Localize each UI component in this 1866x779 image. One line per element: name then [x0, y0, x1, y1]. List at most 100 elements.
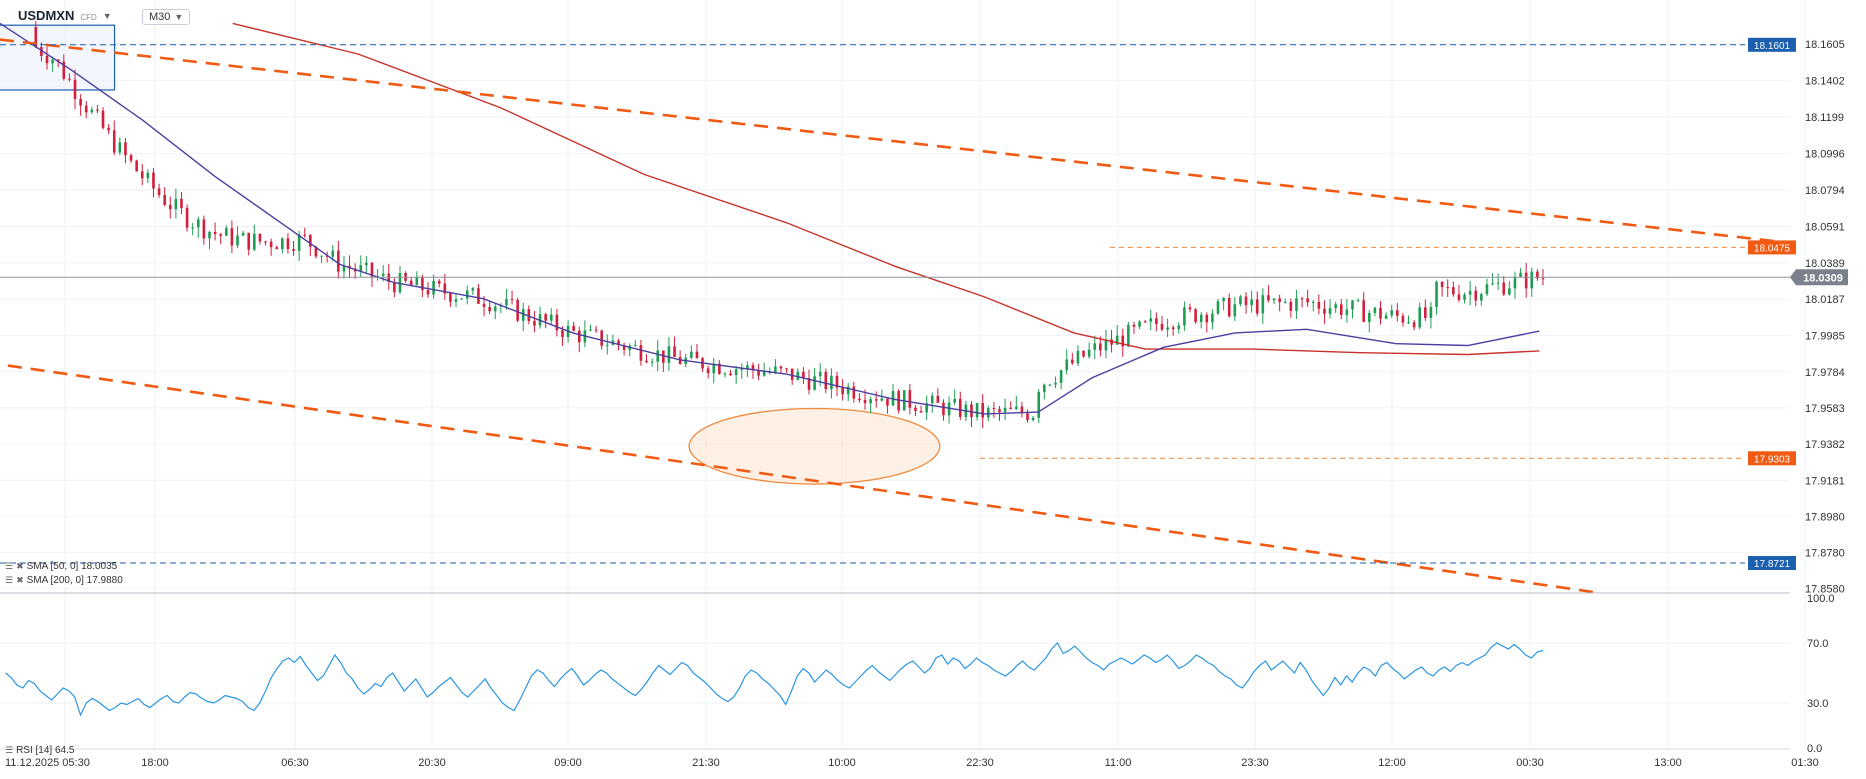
candle-body	[947, 402, 951, 416]
rsi-legend[interactable]: ☰ RSI [14] 64.5	[5, 745, 74, 756]
candle-body	[1087, 349, 1091, 357]
candle-body	[1468, 290, 1472, 295]
chevron-down-icon[interactable]: ▼	[174, 12, 184, 22]
candle-body	[1183, 307, 1186, 326]
candle-body	[1160, 323, 1164, 330]
candle-body	[1283, 301, 1287, 303]
candle-body	[1457, 294, 1461, 300]
candle-body	[796, 371, 800, 381]
candle-body	[779, 366, 783, 369]
candle-body	[275, 247, 279, 250]
candle-body	[286, 238, 290, 250]
candle-body	[740, 368, 744, 370]
candle-body	[437, 280, 441, 284]
candle-body	[146, 172, 150, 179]
candle-body	[1216, 301, 1220, 314]
candle-body	[656, 350, 660, 362]
candle-body	[1239, 296, 1242, 305]
candle-body	[163, 195, 166, 205]
candle-body	[1020, 406, 1024, 414]
candle-body	[1127, 324, 1130, 347]
time-tick-label: 01:30	[1791, 757, 1819, 769]
highlight-ellipse[interactable]	[688, 407, 941, 485]
candle-body	[1480, 294, 1483, 301]
candle-body	[314, 246, 318, 257]
close-icon[interactable]: ✖	[16, 575, 24, 585]
candle-body	[544, 314, 547, 321]
candle-body	[1306, 298, 1309, 303]
candle-body	[1524, 272, 1528, 289]
candle-body	[1132, 324, 1136, 327]
candle-body	[107, 127, 110, 131]
candle-body	[1412, 322, 1416, 328]
candle-body	[1054, 382, 1057, 385]
candle-body	[1339, 304, 1343, 315]
rsi-legend-label: RSI [14] 64.5	[16, 745, 75, 756]
candle-body	[365, 262, 368, 266]
price-level-tag[interactable]	[1748, 451, 1796, 466]
candle-body	[1502, 282, 1506, 295]
candle-body	[1401, 315, 1405, 323]
candle-body	[942, 402, 945, 416]
price-level-tag[interactable]	[1748, 37, 1796, 52]
candle-body	[734, 369, 738, 375]
candle-body	[1166, 327, 1169, 330]
candle-body	[908, 390, 912, 408]
settings-icon[interactable]: ☰	[5, 575, 14, 585]
time-tick-label: 21:30	[692, 757, 720, 769]
sma200-legend-label: SMA [200, 0] 17.9880	[26, 575, 123, 586]
candle-body	[1043, 384, 1046, 392]
sma50-legend-label: SMA [50, 0] 18.0035	[26, 561, 118, 572]
candle-body	[236, 235, 239, 246]
symbol-dropdown-icon[interactable]: ▼	[102, 10, 112, 21]
candle-body	[1323, 308, 1326, 314]
candle-body	[135, 160, 138, 172]
candle-body	[1424, 307, 1427, 318]
candle-body	[101, 110, 105, 128]
candle-body	[1138, 321, 1141, 327]
candle-body	[818, 371, 822, 377]
sma50-line	[0, 22, 1540, 415]
candle-body	[409, 280, 413, 286]
candle-body	[34, 26, 38, 47]
symbol-header[interactable]: USDMXN CFD ▼	[18, 8, 112, 23]
price-tick-label: 18.1605	[1805, 39, 1845, 51]
settings-icon[interactable]: ☰	[5, 745, 14, 755]
candle-body	[1171, 327, 1175, 330]
price-level-tag[interactable]	[1748, 240, 1796, 255]
candle-body	[1104, 339, 1108, 351]
symbol-name[interactable]: USDMXN	[18, 8, 75, 23]
candle-body	[281, 238, 284, 250]
candle-body	[1272, 298, 1276, 301]
candle-body	[124, 142, 127, 156]
candle-body	[247, 232, 251, 250]
sma50-legend[interactable]: ☰ ✖ SMA [50, 0] 18.0035	[5, 561, 117, 572]
candle-body	[527, 309, 531, 321]
candle-body	[152, 172, 155, 189]
candle-body	[460, 298, 463, 300]
last-price-tag[interactable]	[1790, 269, 1848, 286]
sma200-legend[interactable]: ☰ ✖ SMA [200, 0] 17.9880	[5, 575, 123, 586]
candle-body	[589, 329, 592, 331]
trendline[interactable]	[0, 38, 1791, 245]
candle-body	[1440, 281, 1444, 288]
price-tick-label: 17.9181	[1805, 475, 1845, 487]
candle-body	[477, 288, 480, 304]
timeframe-label: M30	[149, 11, 171, 23]
candle-body	[1452, 287, 1455, 295]
candle-body	[1250, 299, 1253, 306]
candle-body	[168, 204, 172, 210]
settings-icon[interactable]: ☰	[5, 561, 14, 571]
price-level-tag[interactable]	[1748, 556, 1796, 571]
candle-body	[1205, 314, 1209, 323]
candle-body	[505, 299, 508, 306]
timeframe-selector[interactable]: M30 ▼	[142, 9, 191, 25]
price-tick-label: 18.0996	[1805, 149, 1845, 161]
candle-body	[191, 227, 194, 229]
close-icon[interactable]: ✖	[16, 561, 24, 571]
candle-body	[1143, 321, 1147, 323]
time-tick-label: 00:30	[1516, 757, 1544, 769]
candle-body	[1300, 298, 1304, 300]
candle-body	[129, 155, 133, 161]
